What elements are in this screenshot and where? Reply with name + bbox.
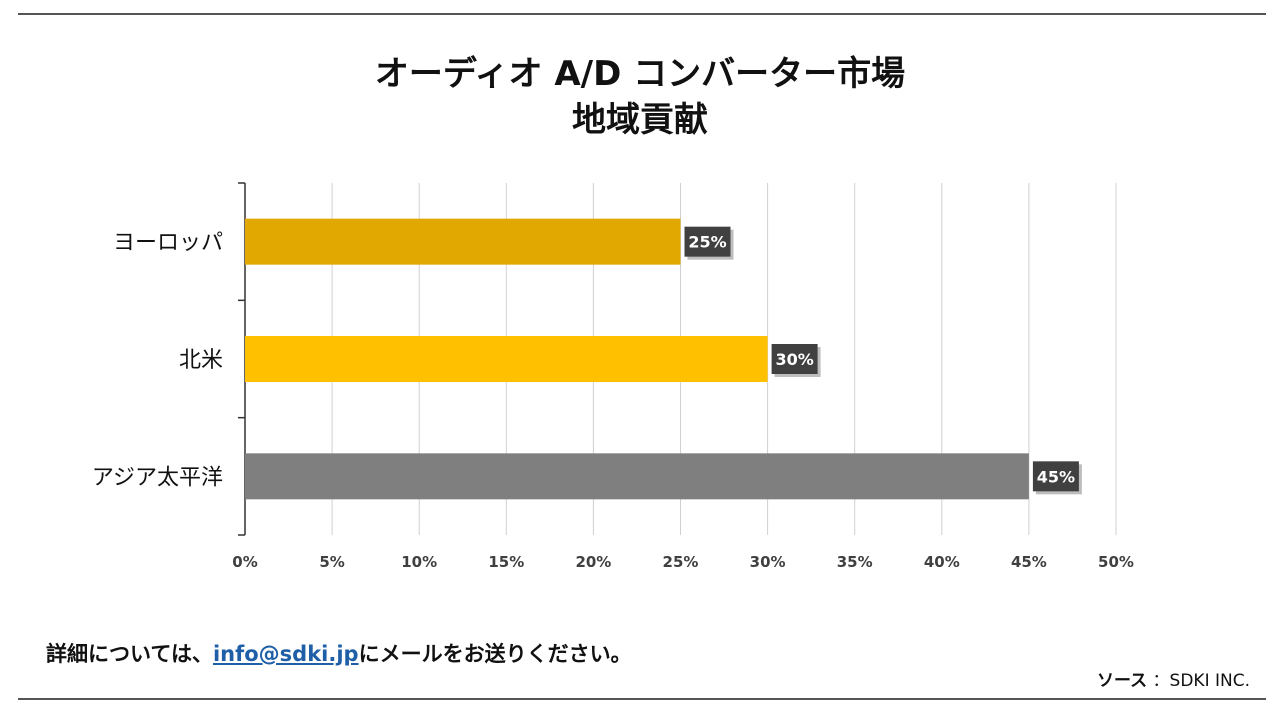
category-label: 北米 [179, 348, 223, 373]
x-tick-label: 50% [1098, 553, 1134, 571]
x-tick-labels: 0% 5% 10% 15% 20% 25% 30% 35% 40% 45% 50% [232, 553, 1134, 571]
data-label-box [684, 226, 731, 257]
data-label: 25% [688, 233, 726, 252]
chart-subtitle: 地域貢献 [572, 100, 708, 140]
x-tick-label: 5% [319, 553, 344, 571]
x-tick-label: 35% [837, 553, 873, 571]
x-tick-label: 0% [232, 553, 257, 571]
x-tick-label: 45% [1011, 553, 1047, 571]
contact-suffix: にメールをお送りください。 [358, 642, 632, 666]
contact-prefix: 詳細については、 [46, 642, 213, 666]
bar [245, 453, 1029, 500]
data-labels: 25% 30% 45% [684, 226, 1082, 495]
x-tick-label: 10% [401, 553, 437, 571]
data-label: 30% [775, 350, 813, 369]
bottom-rule [18, 698, 1266, 700]
email-link[interactable]: info@sdki.jp [212, 642, 359, 666]
bars [245, 218, 1029, 500]
bar [245, 336, 768, 382]
data-label-box [1032, 461, 1079, 492]
y-axis [238, 182, 246, 536]
chart-title: オーディオ A/D コンバーター市場 [374, 54, 906, 94]
x-tick-label: 40% [924, 553, 960, 571]
category-label: ヨーロッパ [113, 231, 223, 256]
top-rule [18, 13, 1266, 15]
source-value: ：SDKI INC. [1152, 671, 1250, 691]
source-label: ソース [1096, 671, 1148, 691]
x-tick-label: 25% [663, 553, 699, 571]
source-note: ソース ：SDKI INC. [1097, 666, 1250, 691]
x-tick-label: 15% [488, 553, 524, 571]
data-label: 45% [1037, 467, 1075, 486]
category-label: アジア太平洋 [92, 465, 223, 490]
contact-note: 詳細については、info@sdki.jpにメールをお送りください。 [46, 638, 632, 668]
bar [245, 218, 681, 265]
x-tick-label: 30% [750, 553, 786, 571]
data-label-box [771, 344, 818, 374]
x-tick-label: 20% [575, 553, 611, 571]
